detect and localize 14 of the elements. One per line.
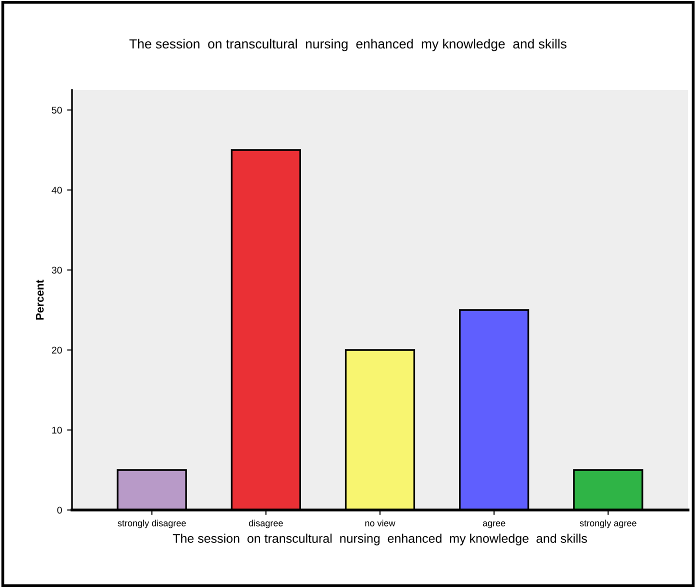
x-axis-title: The session on transcultural nursing enhanced my knowledge and skills xyxy=(172,534,587,546)
x-tick-label: agree xyxy=(482,521,506,528)
x-tick-label: disagree xyxy=(248,520,283,528)
x-tick-label: strongly agree xyxy=(580,520,636,528)
y-axis-title: Percent xyxy=(36,280,44,320)
y-tick-label: 50 xyxy=(52,106,62,114)
y-tick-label: 20 xyxy=(52,346,62,354)
y-tick-label: 30 xyxy=(52,266,62,274)
x-tick-label: strongly disagree xyxy=(118,520,186,528)
y-tick-label: 10 xyxy=(52,426,62,434)
chart-title: The session on transcultural nursing enhanced my knowledge and skills xyxy=(129,38,566,52)
y-tick-label: 0 xyxy=(57,506,62,514)
x-tick-label: no view xyxy=(365,520,396,526)
y-tick-label: 40 xyxy=(52,186,62,194)
